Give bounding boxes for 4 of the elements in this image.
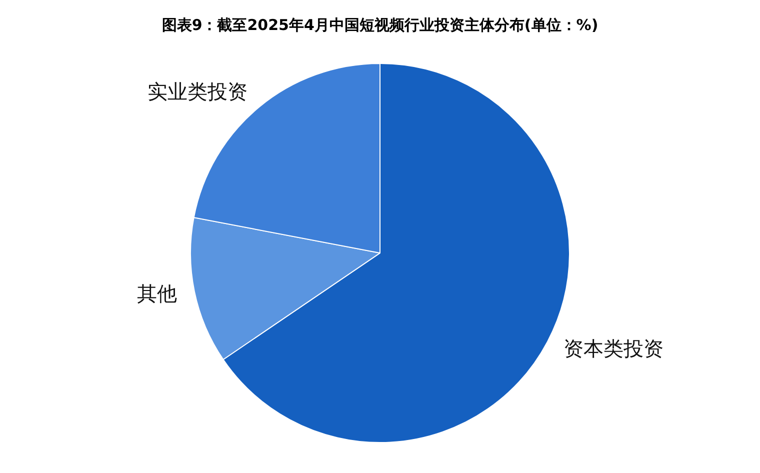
slice-label: 实业类投资 bbox=[148, 79, 248, 104]
chart-title: 图表9：截至2025年4月中国短视频行业投资主体分布(单位：%) bbox=[160, 15, 600, 36]
slice-label: 其他 bbox=[136, 281, 177, 306]
slice-label: 资本类投资 bbox=[563, 336, 664, 360]
